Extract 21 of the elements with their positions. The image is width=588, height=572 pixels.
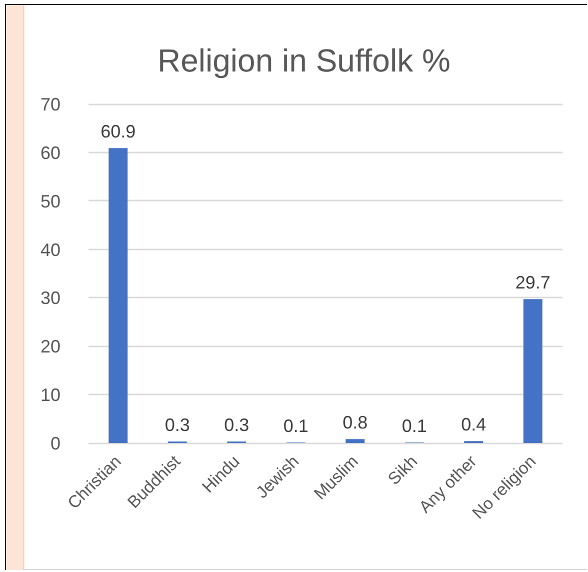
y-tick-label: 10	[40, 385, 61, 406]
data-label: 60.9	[100, 122, 136, 142]
data-label: 0.1	[402, 416, 427, 436]
data-label: 0.3	[224, 415, 250, 436]
data-label: 0.1	[283, 416, 308, 436]
data-label: 0.3	[164, 415, 190, 436]
x-tick-label: Sikh	[384, 452, 422, 489]
y-tick-label: 50	[40, 191, 61, 212]
y-tick-label: 20	[40, 336, 61, 357]
bar	[108, 148, 128, 443]
data-label: 0.8	[342, 412, 368, 433]
y-tick-label: 60	[40, 142, 61, 163]
y-tick-label: 40	[40, 240, 61, 260]
chart-title: Religion in Suffolk %	[158, 42, 450, 78]
y-tick-label: 30	[40, 288, 61, 308]
data-label: 0.4	[461, 414, 486, 435]
bar	[346, 439, 365, 443]
y-tick-label: 0	[50, 434, 61, 454]
data-label: 29.7	[515, 272, 550, 293]
bar	[523, 299, 542, 443]
y-tick-label: 70	[40, 94, 61, 114]
